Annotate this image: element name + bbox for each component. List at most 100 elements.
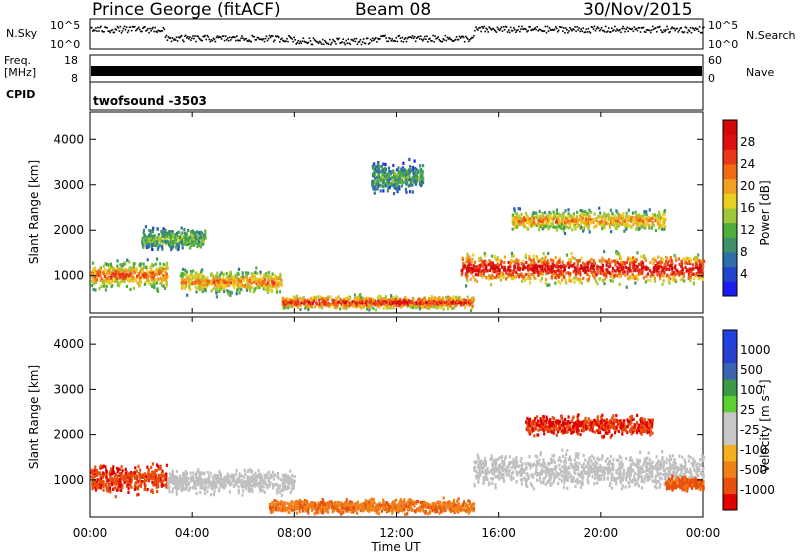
- scatter-cell: [555, 269, 558, 274]
- nsky-point: [564, 32, 566, 34]
- nsky-point: [137, 27, 139, 30]
- scatter-cell: [131, 266, 134, 270]
- scatter-cell: [336, 303, 339, 307]
- scatter-cell: [638, 216, 641, 220]
- scatter-cell: [127, 490, 130, 494]
- scatter-cell: [336, 296, 339, 300]
- scatter-cell: [238, 287, 242, 291]
- scatter-cell: [149, 270, 152, 275]
- scatter-cell: [202, 276, 205, 280]
- scatter-cell: [185, 238, 188, 242]
- scatter-cell: [593, 276, 596, 280]
- scatter-cell: [108, 486, 111, 490]
- scatter-cell: [466, 273, 469, 277]
- scatter-cell: [147, 470, 150, 475]
- scatter-cell: [206, 279, 209, 283]
- scatter-cell: [562, 223, 565, 227]
- scatter-cell: [227, 292, 230, 296]
- scatter-cell: [396, 189, 399, 194]
- scatter-cell: [479, 264, 482, 268]
- nsky-point: [334, 40, 336, 43]
- nsky-point: [694, 27, 697, 29]
- scatter-cell: [113, 482, 116, 486]
- nsky-point: [214, 40, 217, 43]
- scatter-cell: [175, 245, 178, 249]
- nsky-point: [116, 25, 119, 28]
- scatter-cell: [193, 243, 196, 247]
- scatter-cell: [265, 272, 268, 276]
- nsky-point: [300, 42, 303, 44]
- scatter-cell: [541, 220, 544, 224]
- nsky-point: [145, 30, 147, 32]
- scatter-cell: [474, 273, 477, 277]
- nsky-point: [249, 40, 251, 43]
- nsky-point: [307, 41, 310, 44]
- scatter-cell: [384, 162, 387, 167]
- scatter-cell: [560, 218, 563, 222]
- nsky-point: [359, 38, 362, 41]
- scatter-cell: [527, 274, 530, 278]
- scatter-cell: [383, 302, 386, 306]
- scatter-cell: [601, 278, 604, 283]
- scatter-cell: [271, 272, 274, 276]
- scatter-cell: [268, 284, 271, 288]
- scatter-cell: [104, 275, 107, 279]
- scatter-cell: [543, 257, 546, 261]
- scatter-cell: [204, 229, 207, 233]
- scatter-cell: [392, 169, 395, 173]
- nsky-point: [607, 30, 609, 33]
- freq-label: Freq.: [4, 54, 32, 67]
- scatter-cell: [402, 298, 405, 302]
- scatter-cell: [461, 272, 464, 276]
- scatter-cell: [595, 273, 598, 277]
- nsky-point: [516, 29, 518, 32]
- scatter-cell: [635, 227, 638, 231]
- scatter-cell: [318, 302, 321, 306]
- scatter-cell: [109, 470, 112, 474]
- scatter-cell: [112, 465, 115, 469]
- scatter-cell: [675, 268, 678, 272]
- scatter-cell: [464, 299, 467, 303]
- scatter-cell: [616, 223, 619, 227]
- scatter-cell: [567, 212, 570, 216]
- nsky-point: [372, 37, 374, 40]
- scatter-cell: [103, 281, 106, 286]
- scatter-cell: [283, 306, 286, 310]
- nsky-point: [511, 29, 514, 32]
- scatter-cell: [188, 274, 191, 278]
- scatter-cell: [609, 264, 612, 268]
- nsky-point: [454, 38, 457, 41]
- nsky-point: [118, 30, 121, 32]
- scatter-cell: [590, 210, 593, 214]
- scatter-cell: [380, 184, 383, 188]
- scatter-cell: [535, 215, 539, 219]
- nsky-point: [261, 39, 264, 41]
- nsky-point: [156, 31, 158, 33]
- scatter-cell: [298, 302, 301, 307]
- nsky-point: [611, 27, 613, 29]
- scatter-cell: [392, 176, 395, 180]
- scatter-cell: [467, 258, 470, 262]
- scatter-cell: [550, 216, 553, 220]
- scatter-cell: [586, 278, 589, 282]
- nsky-point: [291, 38, 293, 40]
- nsky-point: [667, 28, 669, 31]
- scatter-cell: [455, 295, 458, 299]
- scatter-cell: [464, 264, 467, 268]
- scatter-cell: [132, 262, 135, 266]
- scatter-cell: [465, 276, 468, 280]
- scatter-cell: [516, 215, 519, 219]
- scatter-cell: [631, 265, 634, 269]
- nsky-point: [418, 35, 420, 38]
- scatter-cell: [266, 274, 269, 278]
- scatter-cell: [326, 295, 330, 299]
- scatter-cell: [109, 472, 112, 476]
- scatter-cell: [94, 275, 97, 280]
- nsky-point: [477, 29, 479, 31]
- scatter-cell: [465, 284, 468, 288]
- nsky-point: [155, 30, 157, 33]
- scatter-cell: [118, 478, 121, 482]
- nsky-point: [529, 26, 531, 28]
- nsky-point: [442, 38, 445, 40]
- nsky-point: [679, 27, 682, 30]
